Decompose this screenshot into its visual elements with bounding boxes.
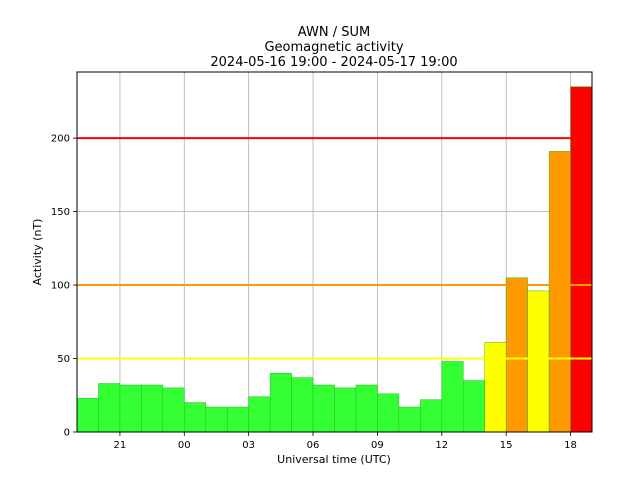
bar-19	[484, 342, 507, 433]
bar-2	[119, 384, 142, 433]
bar-6	[205, 406, 228, 433]
y-tick-label-2: 100	[51, 281, 70, 292]
bar-8	[248, 396, 271, 433]
bar-0	[76, 397, 99, 433]
x-axis-label: Universal time (UTC)	[277, 453, 391, 466]
bar-3	[141, 384, 164, 433]
bar-15	[398, 406, 421, 433]
bar-22	[548, 151, 571, 433]
bar-16	[420, 399, 443, 433]
bar-1	[98, 383, 121, 433]
chart-title-line-3: 2024-05-16 19:00 - 2024-05-17 19:00	[210, 55, 457, 70]
bar-12	[334, 387, 357, 433]
x-tick-label-0: 21	[114, 440, 127, 451]
y-tick-label-0: 0	[64, 428, 70, 439]
x-tick-label-6: 15	[500, 440, 513, 451]
bar-18	[463, 380, 485, 433]
axes-layer: 21 00 03 06 09 12 15 18 0 50 100 150 200	[51, 71, 593, 451]
y-axis-label: Activity (nT)	[31, 219, 44, 286]
bar-11	[312, 384, 335, 433]
bar-4	[162, 387, 185, 433]
x-tick-label-3: 06	[307, 440, 320, 451]
bar-14	[377, 393, 400, 433]
bar-20	[505, 277, 528, 433]
x-tick-label-1: 00	[178, 440, 191, 451]
bars-layer	[76, 86, 593, 433]
bar-13	[355, 384, 378, 433]
x-tick-label-7: 18	[564, 440, 577, 451]
bar-10	[291, 377, 314, 433]
threshold-layer	[77, 137, 592, 360]
y-tick-label-3: 150	[51, 207, 70, 218]
chart-title-line-2: Geomagnetic activity	[264, 40, 403, 55]
x-tick-label-5: 12	[435, 440, 448, 451]
x-tick-label-4: 09	[371, 440, 384, 451]
y-tick-label-1: 50	[57, 354, 70, 365]
bar-7	[226, 406, 249, 433]
bar-17	[441, 361, 464, 433]
chart-title-line-1: AWN / SUM	[298, 25, 370, 40]
plot-frame	[76, 71, 593, 433]
bar-21	[527, 290, 550, 433]
bar-5	[184, 402, 207, 433]
bar-9	[269, 372, 292, 433]
x-tick-label-2: 03	[242, 440, 255, 451]
y-tick-label-4: 200	[51, 134, 70, 145]
